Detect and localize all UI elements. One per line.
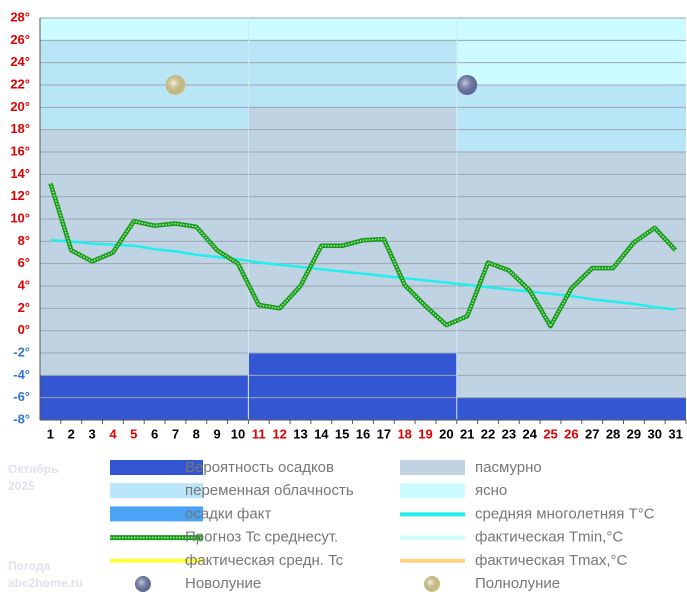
x-tick-label: 11 [252, 426, 266, 441]
source: Погода [8, 559, 51, 573]
forecast-line-pattern [49, 183, 677, 328]
legend-label: пасмурно [475, 459, 542, 476]
legend-swatch [400, 483, 465, 499]
x-tick-label: 29 [627, 426, 641, 441]
y-tick-label: 16° [10, 143, 30, 158]
y-tick-label: 20° [10, 99, 30, 114]
y-tick-label: 0° [18, 322, 30, 337]
cloud-band [248, 353, 457, 420]
legend-swatch [110, 460, 203, 475]
y-tick-label: 28° [10, 9, 30, 24]
legend-swatch [400, 460, 465, 475]
x-tick-label: 2 [68, 426, 75, 441]
y-tick-label: -6° [13, 389, 30, 404]
x-tick-label: 21 [460, 426, 474, 441]
subtitle: 2025 [8, 479, 35, 493]
x-tick-label: 28 [606, 426, 620, 441]
cloud-band [248, 40, 457, 108]
x-tick-label: 5 [130, 426, 137, 441]
legend-label: Прогноз Tc среднесут. [185, 529, 338, 546]
climate-line [50, 238, 676, 311]
cloud-band [40, 18, 249, 41]
y-tick-label: 4° [18, 277, 30, 292]
subtitle: Октябрь [8, 462, 58, 476]
x-tick-label: 19 [418, 426, 432, 441]
cloud-band [456, 397, 686, 420]
legend-label: ясно [475, 482, 507, 499]
cloud-band [456, 85, 686, 152]
legend-label: фактическая средн. Tc [185, 552, 344, 569]
legend-label: фактическая Tmax,°C [475, 552, 628, 569]
x-tick-label: 27 [585, 426, 599, 441]
y-tick-label: -8° [13, 411, 30, 426]
x-tick-label: 8 [193, 426, 200, 441]
y-tick-label: -4° [13, 367, 30, 382]
cloud-band [248, 18, 457, 41]
legend-swatch-shade [135, 576, 151, 592]
cloud-band [248, 107, 457, 353]
legend-label: фактическая Tmin,°C [475, 529, 623, 546]
x-tick-label: 26 [564, 426, 578, 441]
y-tick-label: 8° [18, 233, 30, 248]
legend-label: Новолуние [185, 575, 261, 592]
y-tick-label: -2° [13, 344, 30, 359]
x-tick-label: 6 [151, 426, 158, 441]
x-tick-label: 17 [377, 426, 391, 441]
x-tick-label: 18 [397, 426, 411, 441]
y-tick-label: 2° [18, 300, 30, 315]
x-tick-label: 30 [648, 426, 662, 441]
x-tick-label: 4 [109, 426, 117, 441]
cloud-band [456, 152, 686, 398]
y-tick-label: 24° [10, 54, 30, 69]
y-tick-label: 6° [18, 255, 30, 270]
y-tick-label: 18° [10, 121, 30, 136]
legend-label: переменная облачность [185, 482, 354, 499]
x-tick-label: 24 [522, 426, 537, 441]
cloud-band [456, 18, 686, 85]
x-tick-label: 25 [543, 426, 557, 441]
x-tick-label: 3 [88, 426, 95, 441]
x-tick-label: 7 [172, 426, 179, 441]
moon-shade [165, 75, 186, 95]
legend-swatch-shade [424, 576, 440, 592]
source: abc2home.ru [8, 576, 83, 590]
legend-swatch [110, 506, 203, 522]
moon-shade [457, 75, 478, 95]
x-tick-label: 12 [272, 426, 286, 441]
x-tick-label: 9 [214, 426, 221, 441]
y-tick-label: 26° [10, 32, 30, 47]
legend-label: Вероятность осадков [185, 459, 334, 476]
x-tick-label: 14 [314, 426, 329, 441]
x-tick-label: 23 [502, 426, 516, 441]
x-tick-label: 16 [356, 426, 370, 441]
legend-label: средняя многолетняя T°C [475, 505, 655, 522]
x-tick-label: 31 [668, 426, 682, 441]
x-tick-label: 22 [481, 426, 495, 441]
y-tick-label: 12° [10, 188, 30, 203]
y-tick-label: 22° [10, 76, 30, 91]
x-tick-label: 15 [335, 426, 349, 441]
x-tick-label: 10 [231, 426, 245, 441]
x-tick-label: 1 [47, 426, 54, 441]
legend-label: Полнолуние [475, 575, 560, 592]
legend-label: осадки факт [185, 505, 271, 522]
legend-swatch [110, 483, 203, 499]
y-tick-label: 10° [10, 210, 30, 225]
y-tick-label: 14° [10, 166, 30, 181]
x-tick-label: 20 [439, 426, 453, 441]
x-tick-label: 13 [293, 426, 307, 441]
